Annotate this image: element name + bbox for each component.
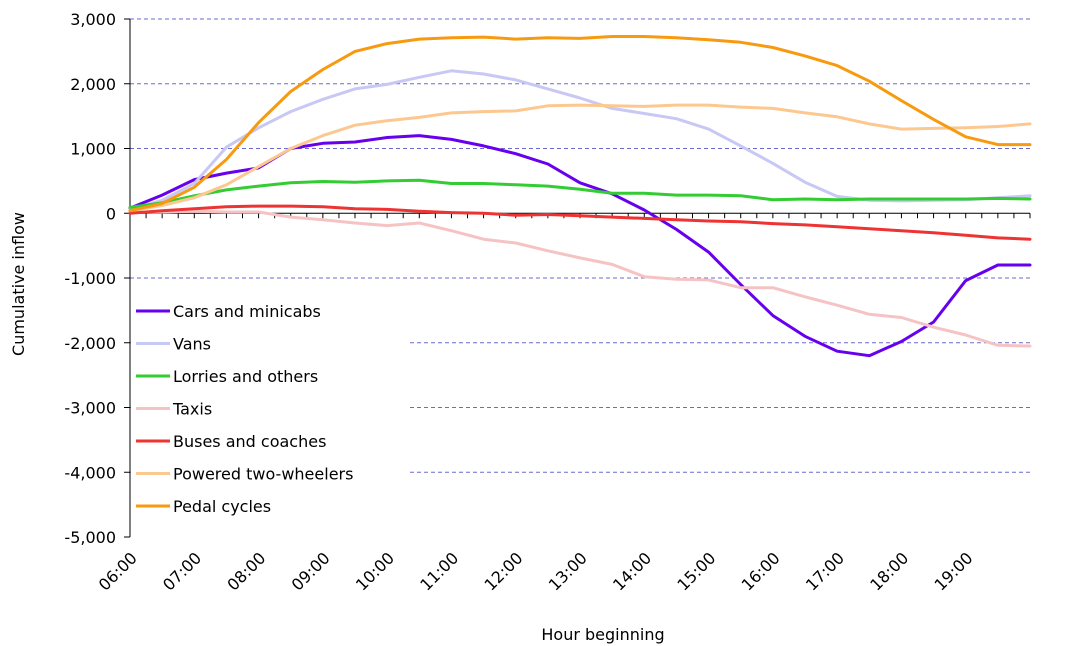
y-tick-label: -5,000 bbox=[64, 528, 116, 547]
y-tick-label: 1,000 bbox=[70, 140, 116, 159]
series-line-taxis bbox=[128, 209, 1032, 348]
y-tick-label: -3,000 bbox=[64, 399, 116, 418]
legend-label-lorries-and-others: Lorries and others bbox=[173, 367, 318, 386]
y-tick-labels: 3,000 2,000 1,000 0 -1,000 -2,000 -3,000 -4,000… bbox=[64, 10, 116, 547]
legend-label-taxis: Taxis bbox=[172, 400, 212, 419]
series-line-vans bbox=[128, 69, 1032, 211]
legend-box bbox=[131, 292, 409, 524]
y-tick-label: -4,000 bbox=[64, 463, 116, 482]
series-line-pedal-cycles bbox=[128, 35, 1032, 213]
x-tick-label: 15:00 bbox=[673, 548, 719, 594]
x-tick-label: 08:00 bbox=[223, 548, 269, 594]
y-tick-label: 3,000 bbox=[70, 10, 116, 29]
x-tick-labels: 06:00 07:00 08:00 09:00 10:00 11:00 12:00 13:00… bbox=[95, 548, 977, 594]
y-tick-label: -2,000 bbox=[64, 334, 116, 353]
legend-label-cars-and-minicabs: Cars and minicabs bbox=[173, 302, 321, 321]
series-line-lorries-and-others bbox=[128, 178, 1032, 209]
series-line-powered-two-wheelers bbox=[128, 103, 1032, 213]
x-tick-label: 17:00 bbox=[802, 548, 848, 594]
x-axis-title: Hour beginning bbox=[541, 625, 664, 644]
legend-label-powered-two-wheelers: Powered two-wheelers bbox=[173, 465, 353, 484]
legend-background bbox=[131, 292, 409, 524]
legend: Cars and minicabs Vans Lorries and others T… bbox=[136, 302, 353, 516]
x-tick-label: 19:00 bbox=[931, 548, 977, 594]
series-lines bbox=[128, 35, 1032, 358]
legend-label-buses-and-coaches: Buses and coaches bbox=[173, 432, 326, 451]
axes bbox=[124, 18, 1031, 538]
y-tick-label: -1,000 bbox=[64, 269, 116, 288]
y-axis-title: Cumulative inflow bbox=[9, 212, 28, 356]
legend-label-pedal-cycles: Pedal cycles bbox=[173, 497, 271, 516]
series-line-buses-and-coaches bbox=[128, 204, 1032, 241]
x-tick-label: 07:00 bbox=[159, 548, 205, 594]
y-tick-label: 2,000 bbox=[70, 75, 116, 94]
x-tick-label: 10:00 bbox=[352, 548, 398, 594]
legend-label-vans: Vans bbox=[173, 335, 211, 354]
x-tick-label: 16:00 bbox=[738, 548, 784, 594]
x-tick-label: 13:00 bbox=[545, 548, 591, 594]
x-tick-label: 06:00 bbox=[95, 548, 141, 594]
x-tick-label: 11:00 bbox=[416, 548, 462, 594]
x-tick-label: 12:00 bbox=[481, 548, 527, 594]
x-tick-label: 14:00 bbox=[609, 548, 655, 594]
x-tick-label: 18:00 bbox=[866, 548, 912, 594]
x-tick-label: 09:00 bbox=[288, 548, 334, 594]
y-tick-label: 0 bbox=[106, 204, 116, 223]
